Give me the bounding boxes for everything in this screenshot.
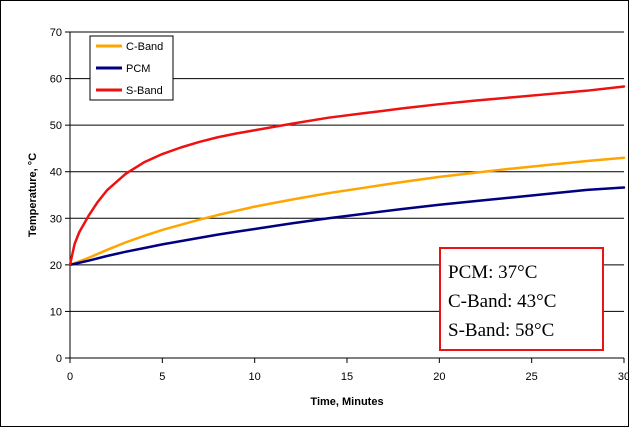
annotation-line-s-band: S-Band: 58°C bbox=[448, 320, 554, 341]
legend-label-pcm: PCM bbox=[126, 63, 150, 75]
annotation-box: PCM: 37°C C-Band: 43°C S-Band: 58°C bbox=[439, 247, 604, 351]
legend-label-c-band: C-Band bbox=[126, 41, 163, 53]
x-axis-title: Time, Minutes bbox=[310, 396, 383, 408]
y-tick-label: 20 bbox=[50, 260, 62, 272]
series-line-s-band bbox=[68, 85, 626, 267]
annotation-border bbox=[439, 247, 604, 351]
series bbox=[68, 85, 626, 267]
series-line-c-band bbox=[68, 156, 626, 267]
y-axis-title: Temperature, °C bbox=[27, 153, 39, 237]
y-tick-label: 10 bbox=[50, 306, 62, 318]
y-tick-label: 70 bbox=[50, 27, 62, 39]
legend-label-s-band: S-Band bbox=[126, 85, 163, 97]
x-tick-label: 20 bbox=[433, 371, 445, 383]
annotation-line-c-band: C-Band: 43°C bbox=[448, 291, 556, 312]
y-tick-label: 50 bbox=[50, 120, 62, 132]
y-tick-label: 0 bbox=[56, 353, 62, 365]
x-tick-label: 25 bbox=[526, 371, 538, 383]
y-tick-label: 60 bbox=[50, 74, 62, 86]
x-tick-label: 15 bbox=[341, 371, 353, 383]
y-tick-label: 30 bbox=[50, 213, 62, 225]
x-tick-label: 10 bbox=[249, 371, 261, 383]
legend: C-Band PCM S-Band bbox=[89, 35, 174, 101]
ticks: 0 10 20 30 40 50 60 70 0 5 10 15 20 25 30 bbox=[50, 27, 629, 383]
annotation-line-pcm: PCM: 37°C bbox=[448, 262, 537, 283]
x-tick-label: 30 bbox=[618, 371, 629, 383]
x-tick-label: 5 bbox=[159, 371, 165, 383]
y-tick-label: 40 bbox=[50, 167, 62, 179]
series-line-pcm bbox=[68, 186, 626, 267]
x-tick-label: 0 bbox=[67, 371, 73, 383]
